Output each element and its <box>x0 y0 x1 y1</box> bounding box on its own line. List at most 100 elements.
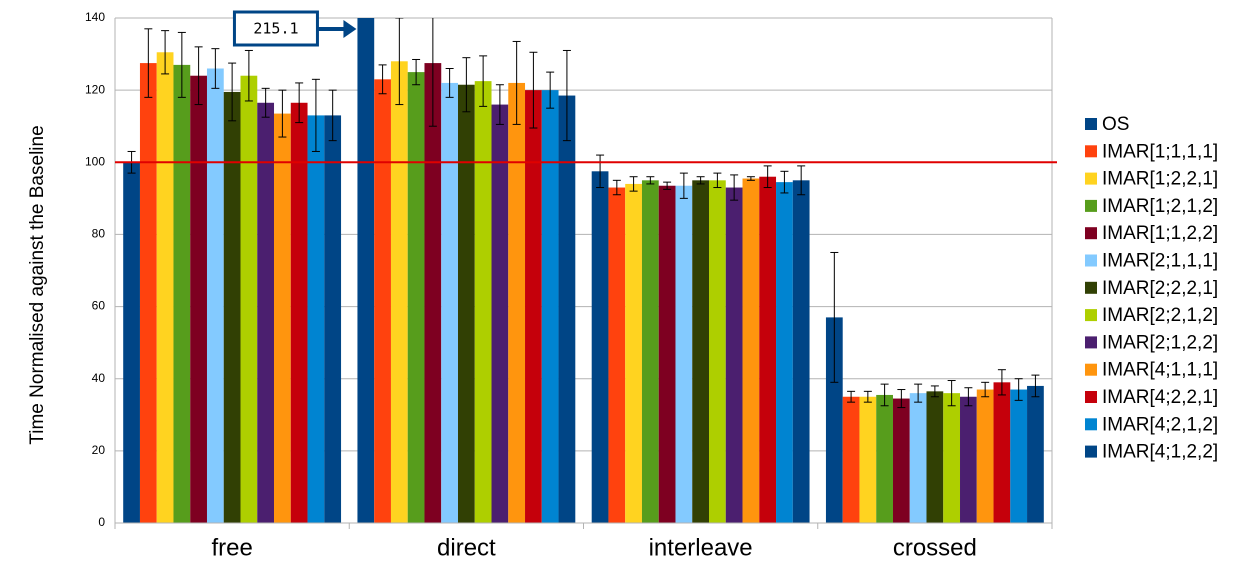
error-bar <box>797 165 806 196</box>
legend-swatch <box>1085 418 1097 431</box>
error-bar <box>696 176 705 185</box>
error-bar <box>914 383 923 403</box>
error-bar <box>746 176 755 181</box>
error-bar <box>713 172 722 189</box>
legend-label: IMAR[2;2,2,1] <box>1102 278 1218 299</box>
error-bar <box>261 87 270 118</box>
bar <box>842 396 860 523</box>
error-bar <box>395 18 404 106</box>
y-tick-label: 120 <box>85 82 105 96</box>
bar <box>625 183 642 523</box>
error-bar <box>194 46 203 106</box>
error-bar <box>663 181 672 190</box>
bar <box>776 182 793 523</box>
legend-label: IMAR[4;2,1,2] <box>1102 414 1218 435</box>
legend-swatch <box>1085 336 1097 349</box>
legend-label: IMAR[4;1,2,2] <box>1102 442 1218 463</box>
error-bar <box>897 389 906 409</box>
error-bar <box>244 49 253 102</box>
bar <box>474 81 492 523</box>
legend-label: IMAR[1;1,2,2] <box>1102 223 1218 244</box>
error-bar <box>412 58 421 86</box>
bar <box>156 52 174 523</box>
bar <box>123 162 140 523</box>
error-bar <box>529 51 538 129</box>
error-bar <box>562 49 571 142</box>
y-axis-label: Time Normalised against the Baseline <box>27 125 48 444</box>
error-bar <box>646 176 655 185</box>
bar <box>274 113 291 523</box>
legend-swatch <box>1085 172 1097 185</box>
bar <box>240 75 258 523</box>
error-bar <box>763 165 772 189</box>
bar <box>491 104 509 523</box>
error-bar <box>730 174 739 201</box>
error-bar <box>144 28 153 98</box>
legend-swatch <box>1085 227 1097 240</box>
bar <box>792 180 810 523</box>
bar <box>558 95 576 523</box>
bar <box>173 64 191 523</box>
error-bar <box>512 40 521 125</box>
legend-swatch <box>1085 199 1097 212</box>
error-bar <box>1031 374 1040 398</box>
x-tick-label: interleave <box>649 534 753 561</box>
error-bar <box>428 18 437 127</box>
error-bar <box>997 369 1006 396</box>
error-bar <box>629 176 638 192</box>
y-tick-label: 40 <box>92 371 106 385</box>
bar <box>759 176 777 523</box>
legend-label: IMAR[1;2,1,2] <box>1102 196 1218 217</box>
error-bar <box>295 82 304 124</box>
x-tick-label: free <box>211 534 252 561</box>
bar <box>223 91 241 523</box>
bar <box>859 396 877 523</box>
bar <box>658 185 676 523</box>
bar <box>374 79 391 523</box>
legend-label: IMAR[1;1,1,1] <box>1102 141 1218 162</box>
error-bar <box>177 31 186 98</box>
bar <box>892 398 910 523</box>
bar <box>206 68 224 523</box>
bar <box>525 90 542 523</box>
legend-label: OS <box>1102 114 1129 135</box>
y-tick-label: 20 <box>92 443 106 457</box>
bar <box>307 115 325 523</box>
error-bar <box>847 390 856 403</box>
bar <box>909 393 927 523</box>
bar <box>190 75 207 523</box>
legend-swatch <box>1085 281 1097 294</box>
legend-swatch <box>1085 445 1097 458</box>
clipped-value-box <box>232 10 319 47</box>
y-tick-label: 60 <box>92 299 106 313</box>
error-bar <box>880 383 889 407</box>
bar <box>390 61 408 523</box>
error-bar <box>211 48 220 89</box>
error-bar <box>981 381 990 398</box>
error-bar <box>445 68 454 98</box>
error-bar <box>964 387 973 407</box>
legend-label: IMAR[4;2,2,1] <box>1102 387 1218 408</box>
bar <box>441 82 458 523</box>
error-bar <box>1014 378 1023 401</box>
error-bar <box>780 170 789 194</box>
error-bar <box>947 380 956 407</box>
bar <box>675 185 693 523</box>
bar <box>709 180 726 523</box>
bar <box>608 187 626 523</box>
clipped-value-label: 215.1 <box>253 20 298 38</box>
legend-swatch <box>1085 118 1097 130</box>
legend-swatch <box>1085 254 1097 267</box>
bar <box>407 72 425 523</box>
legend-swatch <box>1085 145 1097 158</box>
error-bar <box>830 251 839 383</box>
bar <box>424 63 442 523</box>
bar <box>976 389 994 523</box>
bar <box>591 171 609 523</box>
error-bar <box>596 154 605 189</box>
legend-swatch <box>1085 363 1097 376</box>
bar <box>541 90 559 523</box>
bar <box>993 382 1011 523</box>
x-tick-label: direct <box>437 534 496 561</box>
